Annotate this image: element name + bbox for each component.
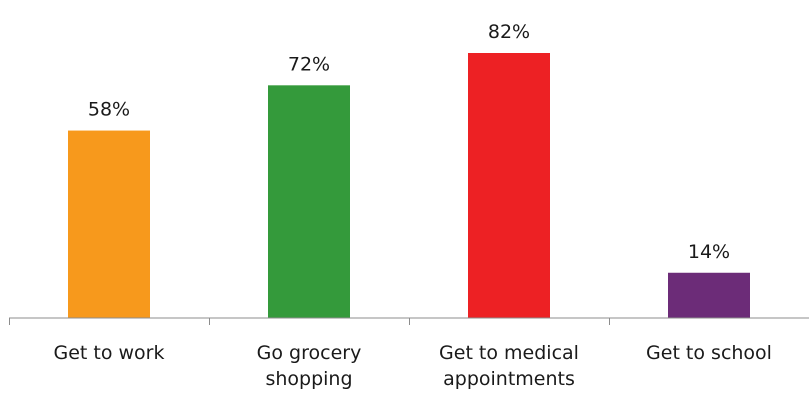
bar-value-label: 82% — [488, 21, 530, 43]
category-labels-group: Get to work Go grocery shopping Get to medi… — [54, 342, 772, 390]
bar-value-label: 58% — [88, 99, 130, 121]
category-label-line: shopping — [265, 368, 352, 390]
bar — [668, 272, 750, 318]
bars-group — [68, 53, 750, 318]
x-axis-ticks — [9, 318, 610, 325]
category-label: Get to medical appointments — [439, 342, 579, 390]
category-label-line: Go grocery — [257, 342, 362, 364]
category-label-line: appointments — [443, 368, 575, 390]
bar-value-label: 14% — [688, 241, 730, 263]
category-label-line: Get to medical — [439, 342, 579, 364]
category-label: Go grocery shopping — [257, 342, 362, 390]
category-label: Get to school — [646, 342, 772, 364]
bar — [268, 85, 350, 318]
category-label-line: Get to work — [54, 342, 165, 364]
bar-value-label: 72% — [288, 53, 330, 75]
bar — [468, 53, 550, 318]
category-label: Get to work — [54, 342, 165, 364]
data-labels-group: 58% 72% 82% 14% — [88, 21, 730, 263]
bar — [68, 130, 150, 318]
category-label-line: Get to school — [646, 342, 772, 364]
